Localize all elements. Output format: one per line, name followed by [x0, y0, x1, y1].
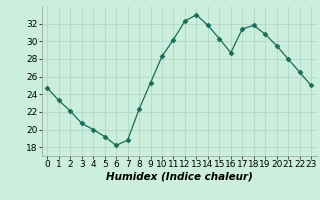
X-axis label: Humidex (Indice chaleur): Humidex (Indice chaleur) [106, 172, 252, 182]
